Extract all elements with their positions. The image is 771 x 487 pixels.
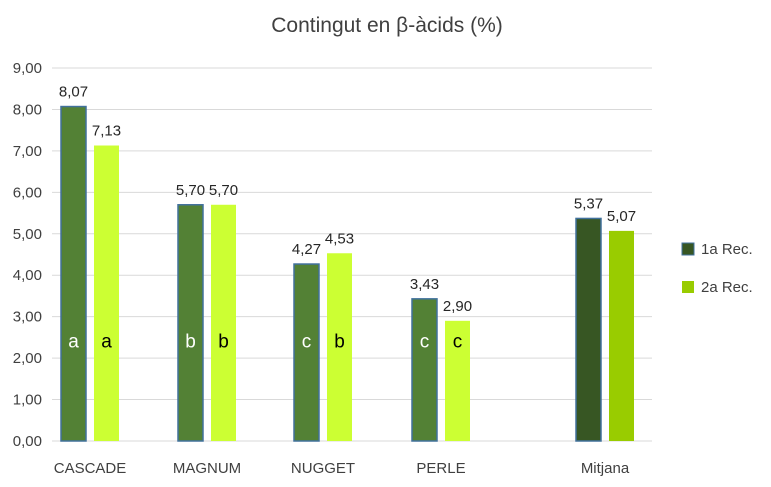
legend: 1a Rec. 2a Rec. — [681, 241, 753, 296]
bars: 8,07 a 7,13 a 5,70 b 5,70 b 4,27 c 4,53 b 3,43 c 2,90 c… — [59, 84, 636, 442]
x-category-label: CASCADE — [54, 460, 127, 477]
x-category-label: PERLE — [416, 460, 465, 477]
y-tick-label: 4,00 — [13, 267, 42, 284]
bar-mitjana-2 — [609, 230, 634, 441]
data-label: 5,37 — [574, 195, 603, 212]
bar-perle-2 — [445, 320, 470, 441]
bar-nugget-2 — [327, 253, 352, 441]
bar-magnum-1 — [177, 204, 204, 442]
bar-cascade-1 — [60, 105, 87, 442]
y-tick-label: 5,00 — [13, 226, 42, 243]
y-axis: 0,00 1,00 2,00 3,00 4,00 5,00 6,00 7,00 8,00 9,00 — [13, 60, 42, 450]
y-tick-label: 1,00 — [13, 392, 42, 409]
legend-label: 1a Rec. — [701, 241, 753, 258]
bar-magnum-2 — [211, 204, 236, 441]
bar-mitjana-1 — [575, 217, 602, 442]
significance-letter: a — [68, 332, 79, 353]
y-tick-label: 0,00 — [13, 433, 42, 450]
y-tick-label: 2,00 — [13, 350, 42, 367]
significance-letter: c — [453, 332, 463, 353]
bar-perle-1 — [411, 298, 438, 442]
data-label: 4,27 — [292, 241, 321, 258]
chart-title: Contingut en β-àcids (%) — [271, 14, 503, 37]
y-tick-label: 8,00 — [13, 101, 42, 118]
data-label: 5,70 — [209, 182, 238, 199]
significance-letter: c — [420, 332, 430, 353]
significance-letter: b — [185, 332, 196, 353]
data-label: 2,90 — [443, 298, 472, 315]
y-tick-label: 6,00 — [13, 184, 42, 201]
legend-swatch — [681, 242, 695, 256]
data-label: 5,07 — [607, 208, 636, 225]
x-category-label: Mitjana — [581, 460, 630, 477]
x-category-label: MAGNUM — [173, 460, 241, 477]
significance-letter: a — [101, 332, 112, 353]
x-axis: CASCADE MAGNUM NUGGET PERLE Mitjana — [54, 460, 630, 477]
data-label: 8,07 — [59, 84, 88, 101]
bar-nugget-1 — [293, 263, 320, 442]
y-tick-label: 7,00 — [13, 143, 42, 160]
data-label: 4,53 — [325, 230, 354, 247]
data-label: 7,13 — [92, 123, 121, 140]
y-tick-label: 9,00 — [13, 60, 42, 77]
significance-letter: b — [218, 332, 229, 353]
significance-letter: b — [334, 332, 345, 353]
data-label: 3,43 — [410, 276, 439, 293]
significance-letter: c — [302, 332, 312, 353]
legend-swatch — [682, 281, 694, 293]
legend-label: 2a Rec. — [701, 279, 753, 296]
x-category-label: NUGGET — [291, 460, 355, 477]
data-label: 5,70 — [176, 182, 205, 199]
y-tick-label: 3,00 — [13, 309, 42, 326]
bar-cascade-2 — [94, 145, 119, 442]
